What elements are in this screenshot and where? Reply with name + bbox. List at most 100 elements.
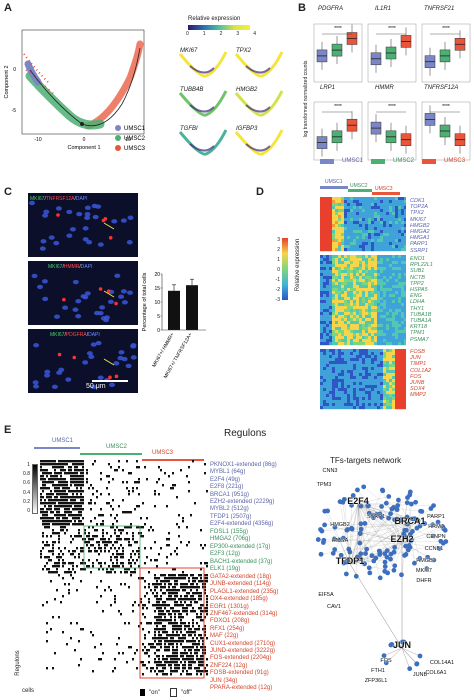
heat-cell	[404, 285, 406, 289]
e-group-bar-3	[142, 459, 204, 461]
heat-cell	[389, 267, 393, 271]
regulon-on	[40, 508, 42, 511]
scalebar-label: 50 μm	[86, 383, 106, 390]
regulon-on	[68, 466, 70, 469]
edge	[357, 503, 405, 556]
regulon-label: BACH1-extended (37g)	[210, 558, 273, 565]
heat-cell	[329, 285, 333, 289]
heat-cell	[326, 324, 330, 328]
heat-cell	[389, 397, 393, 401]
regulon-on	[206, 490, 208, 493]
heat-cell	[320, 273, 324, 277]
heat-cell	[404, 382, 406, 386]
heat-cell	[359, 352, 363, 356]
heat-cell	[380, 406, 384, 410]
regulon-on	[80, 511, 82, 514]
heat-cell	[335, 315, 339, 319]
arrow	[103, 222, 115, 230]
heat-cell	[341, 258, 345, 262]
regulon-on	[174, 577, 176, 580]
heat-cell	[371, 200, 375, 204]
heat-cell	[344, 203, 348, 207]
heat-cell	[338, 312, 342, 316]
heat-cell	[395, 309, 399, 313]
regulon-on	[78, 529, 80, 532]
heat-cell	[329, 215, 333, 219]
heat-cell	[380, 376, 384, 380]
regulon-on	[140, 535, 142, 538]
b-gene-4: LRP1	[320, 85, 336, 91]
heat-cell	[401, 200, 405, 204]
regulon-on	[74, 523, 76, 526]
heat-cell	[380, 248, 384, 252]
regulon-on	[182, 604, 184, 607]
regulon-on	[184, 664, 186, 667]
heat-cell	[365, 224, 369, 228]
regulon-on	[150, 643, 152, 646]
regulon-on	[196, 592, 198, 595]
regulon-label: E2F8 (221g)	[210, 484, 244, 491]
regulon-on	[198, 664, 200, 667]
heat-cell	[329, 391, 333, 395]
heat-cell	[365, 382, 369, 386]
regulon-on	[108, 586, 110, 589]
heat-cell	[320, 336, 324, 340]
heat-cell	[389, 361, 393, 365]
regulon-on	[190, 631, 192, 634]
regulon-on	[116, 469, 118, 472]
regulon-on	[52, 541, 54, 544]
heat-cell	[365, 215, 369, 219]
regulon-on	[112, 562, 114, 565]
heat-cell	[383, 236, 387, 240]
heat-cell	[404, 261, 406, 265]
regulon-on	[164, 616, 166, 619]
heat-cell	[338, 373, 342, 377]
regulon-on	[170, 643, 172, 646]
heat-cell	[374, 394, 378, 398]
regulon-on	[114, 658, 116, 661]
target-node	[349, 526, 355, 532]
heat-cell	[344, 361, 348, 365]
heat-cell	[338, 242, 342, 246]
heat-cell	[350, 382, 354, 386]
heat-cell	[320, 367, 324, 371]
heat-cell	[377, 264, 381, 268]
regulon-on	[114, 547, 116, 550]
heat-cell	[341, 309, 345, 313]
regulon-on	[128, 646, 130, 649]
heatmap-gene: FOS	[410, 373, 422, 380]
regulon-on	[82, 550, 84, 553]
heat-cell	[341, 300, 345, 304]
heat-cell	[389, 364, 393, 368]
heat-cell	[326, 218, 330, 222]
regulon-on	[164, 472, 166, 475]
heat-cell	[347, 239, 351, 243]
regulon-on	[136, 505, 138, 508]
heat-cell	[383, 227, 387, 231]
regulon-on	[182, 610, 184, 613]
heat-cell	[380, 349, 384, 353]
regulon-on	[60, 520, 62, 523]
regulon-on	[156, 592, 158, 595]
regulon-on	[56, 562, 58, 565]
regulon-on	[124, 622, 126, 625]
heat-cell	[359, 200, 363, 204]
heat-cell	[320, 233, 324, 237]
target-node	[391, 567, 397, 573]
regulon-on	[204, 631, 206, 634]
heat-cell	[389, 367, 393, 371]
heat-cell	[389, 279, 393, 283]
heat-cell	[323, 233, 327, 237]
heat-cell	[377, 261, 381, 265]
heat-cell	[365, 236, 369, 240]
regulon-on	[40, 496, 42, 499]
regulon-on	[76, 472, 78, 475]
regulon-on	[80, 550, 82, 553]
heat-cell	[395, 306, 399, 310]
regulon-on	[124, 571, 126, 574]
regulon-on	[160, 628, 162, 631]
heat-cell	[374, 300, 378, 304]
heat-cell	[323, 212, 327, 216]
heat-cell	[335, 342, 339, 346]
regulon-on	[102, 532, 104, 535]
